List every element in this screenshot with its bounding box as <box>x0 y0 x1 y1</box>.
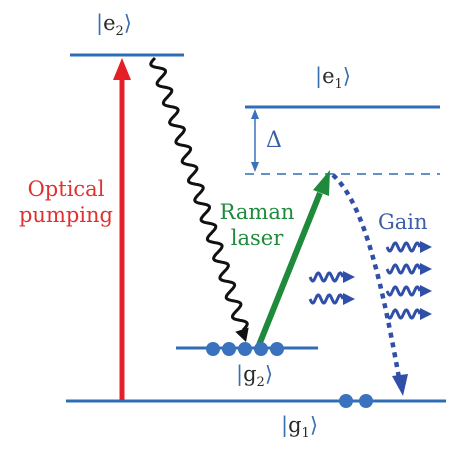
gain-photon-wave <box>385 241 422 253</box>
detuning-arrow <box>251 109 259 172</box>
raman-label-line1: Raman <box>219 200 295 224</box>
gain-photon-arrowhead <box>343 271 355 283</box>
gain-photon-wave <box>385 308 422 320</box>
gain-photon-arrowhead <box>420 308 432 320</box>
label-e2: |e2⟩ <box>96 11 132 40</box>
raman-laser-arrow <box>256 170 330 347</box>
raman-laser-label: Raman laser <box>212 199 302 252</box>
atom-dot-g2 <box>254 342 268 356</box>
atom-dot-g1 <box>359 394 373 408</box>
gain-label: Gain <box>378 210 428 234</box>
gain-photon-arrowhead <box>420 241 432 253</box>
optical-pumping-line2: pumping <box>18 203 113 228</box>
atom-dot-g2 <box>206 342 220 356</box>
label-e1: |e1⟩ <box>315 64 351 93</box>
atom-dot-g2 <box>222 342 236 356</box>
detuning-label: Δ <box>266 128 282 153</box>
gain-dotted-arrow <box>331 173 408 396</box>
atom-dot-g2 <box>238 342 252 356</box>
gain-photon-wave <box>385 285 422 297</box>
optical-pumping-line1: Optical <box>27 177 105 201</box>
g2-population-atoms <box>206 342 284 356</box>
gain-photon-arrowhead <box>420 263 432 275</box>
g1-population-atoms <box>339 394 373 408</box>
optical-pumping-label: Optical pumping <box>14 176 118 229</box>
gain-photon-arrowhead <box>420 285 432 297</box>
gain-photon-waves <box>308 241 432 320</box>
atom-dot-g1 <box>339 394 353 408</box>
atom-dot-g2 <box>270 342 284 356</box>
gain-photon-arrowhead <box>343 293 355 305</box>
raman-label-line2: laser <box>230 226 284 251</box>
gain-photon-wave <box>308 271 345 283</box>
gain-photon-wave <box>308 293 345 305</box>
optical-pumping-arrow <box>113 58 131 400</box>
label-g1: |g1⟩ <box>281 413 319 442</box>
spontaneous-decay-wavy-arrow <box>149 56 249 342</box>
label-g2: |g2⟩ <box>236 362 274 391</box>
gain-photon-wave <box>385 263 422 275</box>
